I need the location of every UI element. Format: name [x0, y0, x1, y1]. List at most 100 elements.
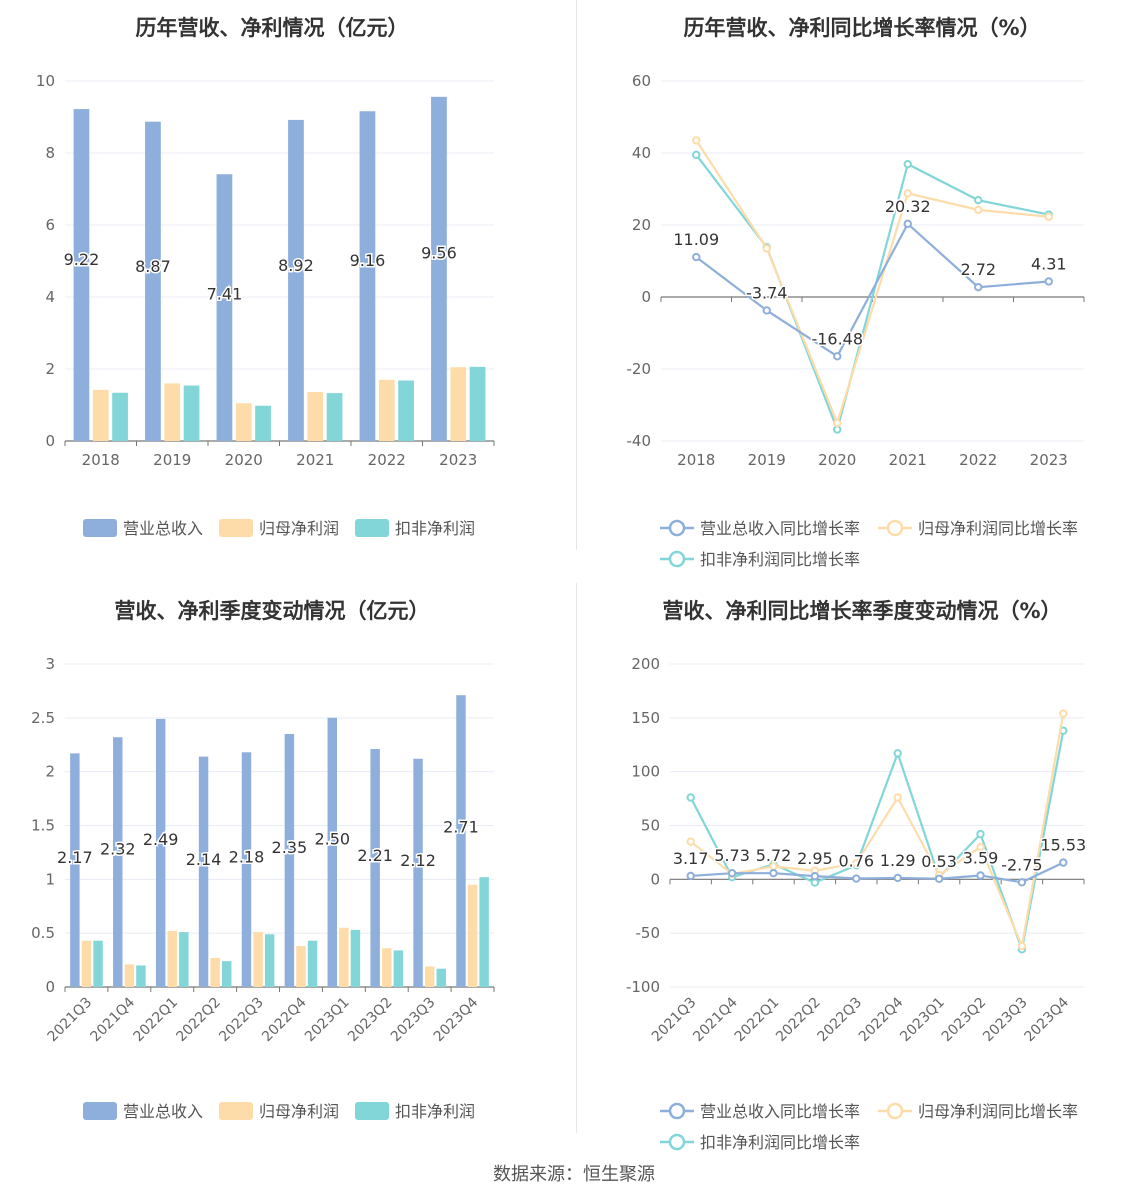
- bar: [350, 929, 361, 987]
- bar: [164, 383, 181, 441]
- data-label: 0.76: [838, 852, 874, 871]
- legend-marker: [886, 1102, 904, 1120]
- annual-growth-rate-chart: 历年营收、净利同比增长率情况（%） -40 -20 0 20 40 60 2018 2019 20…: [574, 0, 1148, 583]
- legend-swatch: [219, 1102, 253, 1120]
- bar: [255, 405, 271, 441]
- bar: [431, 96, 447, 441]
- bar: [288, 119, 304, 441]
- data-label: -16.48: [811, 329, 863, 348]
- y-tick-label: 3: [45, 655, 55, 673]
- data-label: 11.09: [673, 230, 719, 249]
- line-point: [974, 205, 983, 215]
- bar: [264, 934, 275, 987]
- x-tick-label: 2023: [1030, 451, 1068, 469]
- bar: [253, 932, 263, 987]
- quarterly-revenue-profit-svg: 营收、净利季度变动情况（亿元） 0 0.5 1 1.5 2 2.5 3 2021Q32021Q4…: [31, 599, 495, 1121]
- x-tick-label: 2022Q4: [259, 994, 310, 1045]
- x-tick-label: 2023Q2: [345, 995, 396, 1046]
- x-tick-label: 2022: [368, 451, 406, 469]
- bar: [370, 749, 380, 987]
- data-label: -3.74: [746, 283, 787, 302]
- bar: [124, 964, 135, 987]
- y-tick-label: 0: [641, 288, 651, 306]
- y-tick-label: -50: [636, 924, 661, 942]
- data-label: 8.87: [135, 257, 171, 276]
- data-label: 7.41: [207, 285, 243, 304]
- legend-label: 营业总收入同比增长率: [700, 1102, 860, 1121]
- bar: [413, 758, 423, 987]
- data-label: 2.18: [229, 848, 265, 867]
- line-point: [769, 868, 778, 878]
- bar: [296, 946, 306, 987]
- data-label: 3.17: [673, 849, 709, 868]
- legend-marker: [668, 1102, 686, 1120]
- data-label: 5.72: [756, 846, 792, 865]
- y-tick-label: -20: [627, 360, 652, 378]
- bar: [241, 752, 252, 987]
- x-tick-label: 2022Q1: [732, 995, 783, 1046]
- line-point: [1059, 858, 1068, 867]
- x-tick-label: 2023Q4: [431, 994, 482, 1045]
- x-tick-label: 2019: [153, 451, 191, 469]
- chart-title: 营收、净利同比增长率季度变动情况（%）: [662, 599, 1061, 623]
- line-point: [976, 871, 985, 880]
- line-point: [893, 873, 902, 883]
- line-point: [1059, 709, 1068, 718]
- y-tick-label: 1: [45, 870, 55, 888]
- bar: [450, 367, 467, 441]
- x-tick-label: 2022Q2: [173, 995, 224, 1046]
- data-label: 9.56: [421, 244, 457, 263]
- annual-growth-rate-svg: 历年营收、净利同比增长率情况（%） -40 -20 0 20 40 60 2018 2019 20…: [627, 16, 1085, 569]
- bar: [436, 968, 446, 987]
- series-line: [695, 222, 1049, 358]
- line-point: [974, 283, 983, 292]
- chart-title: 历年营收、净利同比增长率情况（%）: [683, 16, 1040, 40]
- data-label: 9.22: [64, 250, 100, 269]
- x-tick-label: 2022Q1: [130, 995, 181, 1046]
- legend-marker: [886, 519, 904, 537]
- line-point: [852, 874, 861, 883]
- data-label: 2.12: [400, 851, 436, 870]
- bar: [145, 121, 161, 442]
- bar: [179, 932, 189, 987]
- x-tick-label: 2021Q3: [649, 995, 700, 1046]
- y-tick-label: 200: [631, 655, 660, 673]
- panel-divider-bottom: [576, 583, 577, 1133]
- quarterly-growth-rate-chart: 营收、净利同比增长率季度变动情况（%） -100 -50 0 50 100 150 200 20…: [574, 583, 1148, 1166]
- bar: [216, 174, 233, 442]
- bar: [339, 927, 349, 987]
- line-point: [1044, 212, 1053, 221]
- bar: [167, 931, 177, 987]
- bar: [326, 393, 343, 441]
- series-line: [690, 713, 1065, 950]
- annual-revenue-profit-chart: 历年营收、净利情况（亿元） 0 2 4 6 8 10 2018 2019 2020 2021 2022…: [0, 0, 574, 583]
- data-label: 9.16: [350, 251, 386, 270]
- y-tick-label: 2.5: [31, 709, 55, 727]
- x-tick-label: 2021Q4: [690, 994, 741, 1045]
- legend-marker: [668, 519, 686, 537]
- y-tick-label: -100: [626, 978, 660, 996]
- bar: [198, 756, 209, 987]
- line-point: [893, 793, 902, 802]
- y-tick-label: 40: [632, 144, 651, 162]
- bar: [307, 940, 318, 987]
- y-tick-label: 100: [631, 763, 660, 781]
- legend-label: 扣非净利润同比增长率: [700, 1133, 860, 1152]
- bar: [398, 380, 414, 441]
- line-point: [903, 219, 912, 229]
- line-point: [810, 871, 820, 881]
- x-tick-label: 2021: [296, 451, 334, 469]
- legend-swatch: [83, 1102, 117, 1120]
- bar: [92, 389, 109, 441]
- data-label: 2.71: [443, 817, 479, 836]
- line-point: [686, 871, 695, 881]
- data-label: 2.49: [143, 830, 179, 849]
- x-tick-label: 2020: [818, 451, 856, 469]
- data-label: 15.53: [1040, 836, 1086, 855]
- x-tick-label: 2023Q3: [980, 995, 1031, 1046]
- y-tick-label: 8: [45, 144, 55, 162]
- line-point: [893, 749, 902, 758]
- series-line: [695, 139, 1049, 427]
- data-label: 3.59: [963, 848, 999, 867]
- legend-swatch: [219, 519, 253, 537]
